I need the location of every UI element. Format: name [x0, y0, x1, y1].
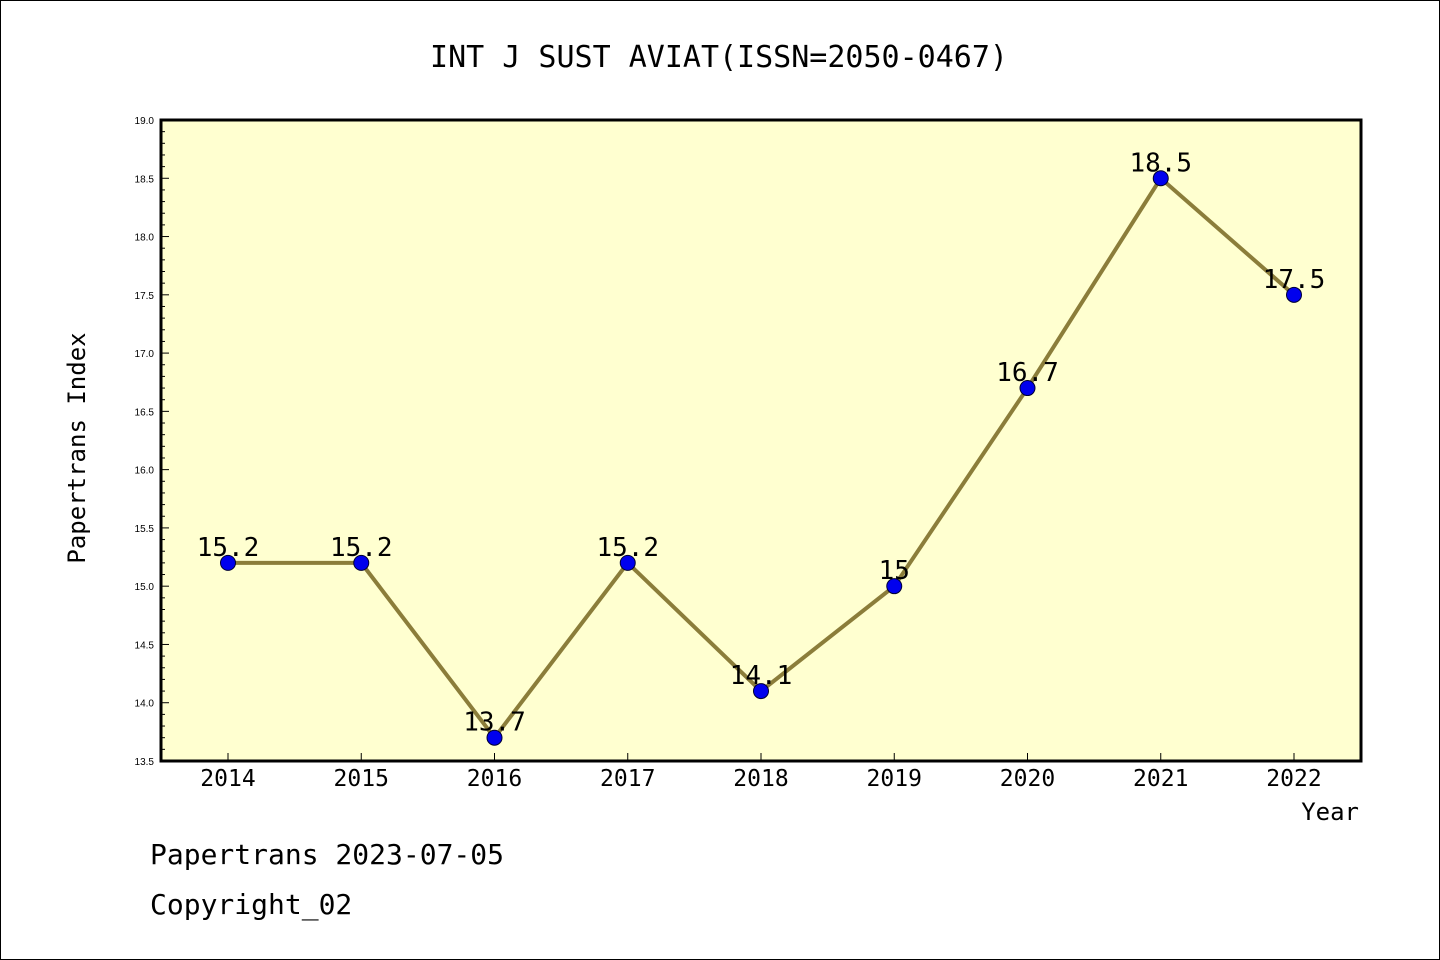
data-label: 13.7 — [463, 708, 526, 738]
x-tick-label: 2014 — [200, 766, 255, 792]
x-axis-title: Year — [1301, 798, 1359, 826]
y-tick-label: 14.5 — [135, 640, 155, 651]
data-label: 16.7 — [996, 358, 1059, 388]
data-point — [1019, 380, 1036, 397]
data-point — [886, 578, 903, 595]
footer-copyright: Copyright_02 — [150, 888, 352, 922]
data-point — [1152, 170, 1169, 187]
x-tick-label: 2021 — [1133, 766, 1188, 792]
data-point — [753, 683, 769, 700]
data-label: 14.1 — [730, 661, 793, 691]
x-tick-label: 2020 — [1000, 766, 1055, 792]
x-tick-label: 2019 — [867, 766, 922, 792]
data-point — [486, 729, 503, 746]
y-axis-title: Papertrans Index — [63, 332, 91, 563]
y-tick-label: 18.5 — [135, 174, 155, 185]
data-labels: 15.2 15.2 13.7 15.2 14.1 15 16.7 18.5 17.5 — [197, 148, 1326, 737]
y-tick-label: 19.0 — [135, 116, 155, 127]
y-axis: 13.5 14.0 14.5 15.0 15.5 16.0 16.5 17.0 17.5 18.0… — [135, 116, 169, 768]
data-point — [1286, 286, 1302, 303]
y-tick-label: 15.0 — [135, 582, 155, 593]
x-tick-label: 2018 — [733, 766, 788, 792]
y-tick-label: 13.5 — [135, 757, 155, 768]
y-tick-label: 16.5 — [135, 407, 155, 418]
x-tick-label: 2022 — [1266, 766, 1321, 792]
data-point — [220, 554, 236, 571]
data-point — [353, 554, 370, 571]
data-label: 15.2 — [197, 533, 260, 563]
x-tick-label: 2016 — [467, 766, 522, 792]
data-label: 15.2 — [596, 533, 659, 563]
y-tick-label: 14.0 — [135, 699, 155, 710]
data-label: 17.5 — [1263, 265, 1326, 295]
data-points — [220, 170, 1302, 746]
chart-title: INT J SUST AVIAT(ISSN=2050-0467) — [430, 40, 1008, 75]
x-tick-label: 2015 — [334, 766, 389, 792]
data-point — [619, 554, 636, 571]
x-tick-label: 2017 — [600, 766, 655, 792]
y-tick-label: 18.0 — [135, 233, 155, 244]
y-tick-label: 17.0 — [135, 349, 155, 360]
footer-date: Papertrans 2023-07-05 — [150, 838, 504, 871]
data-label: 15.2 — [330, 533, 393, 563]
y-tick-label: 16.0 — [135, 466, 155, 477]
y-tick-label: 17.5 — [135, 291, 155, 302]
plot-area — [159, 118, 1363, 763]
data-label: 18.5 — [1129, 148, 1192, 178]
data-label: 15 — [879, 556, 910, 586]
x-axis: 2014 2015 2016 2017 2018 2019 2020 2021 2022 — [200, 753, 1322, 792]
y-tick-label: 15.5 — [135, 524, 155, 535]
